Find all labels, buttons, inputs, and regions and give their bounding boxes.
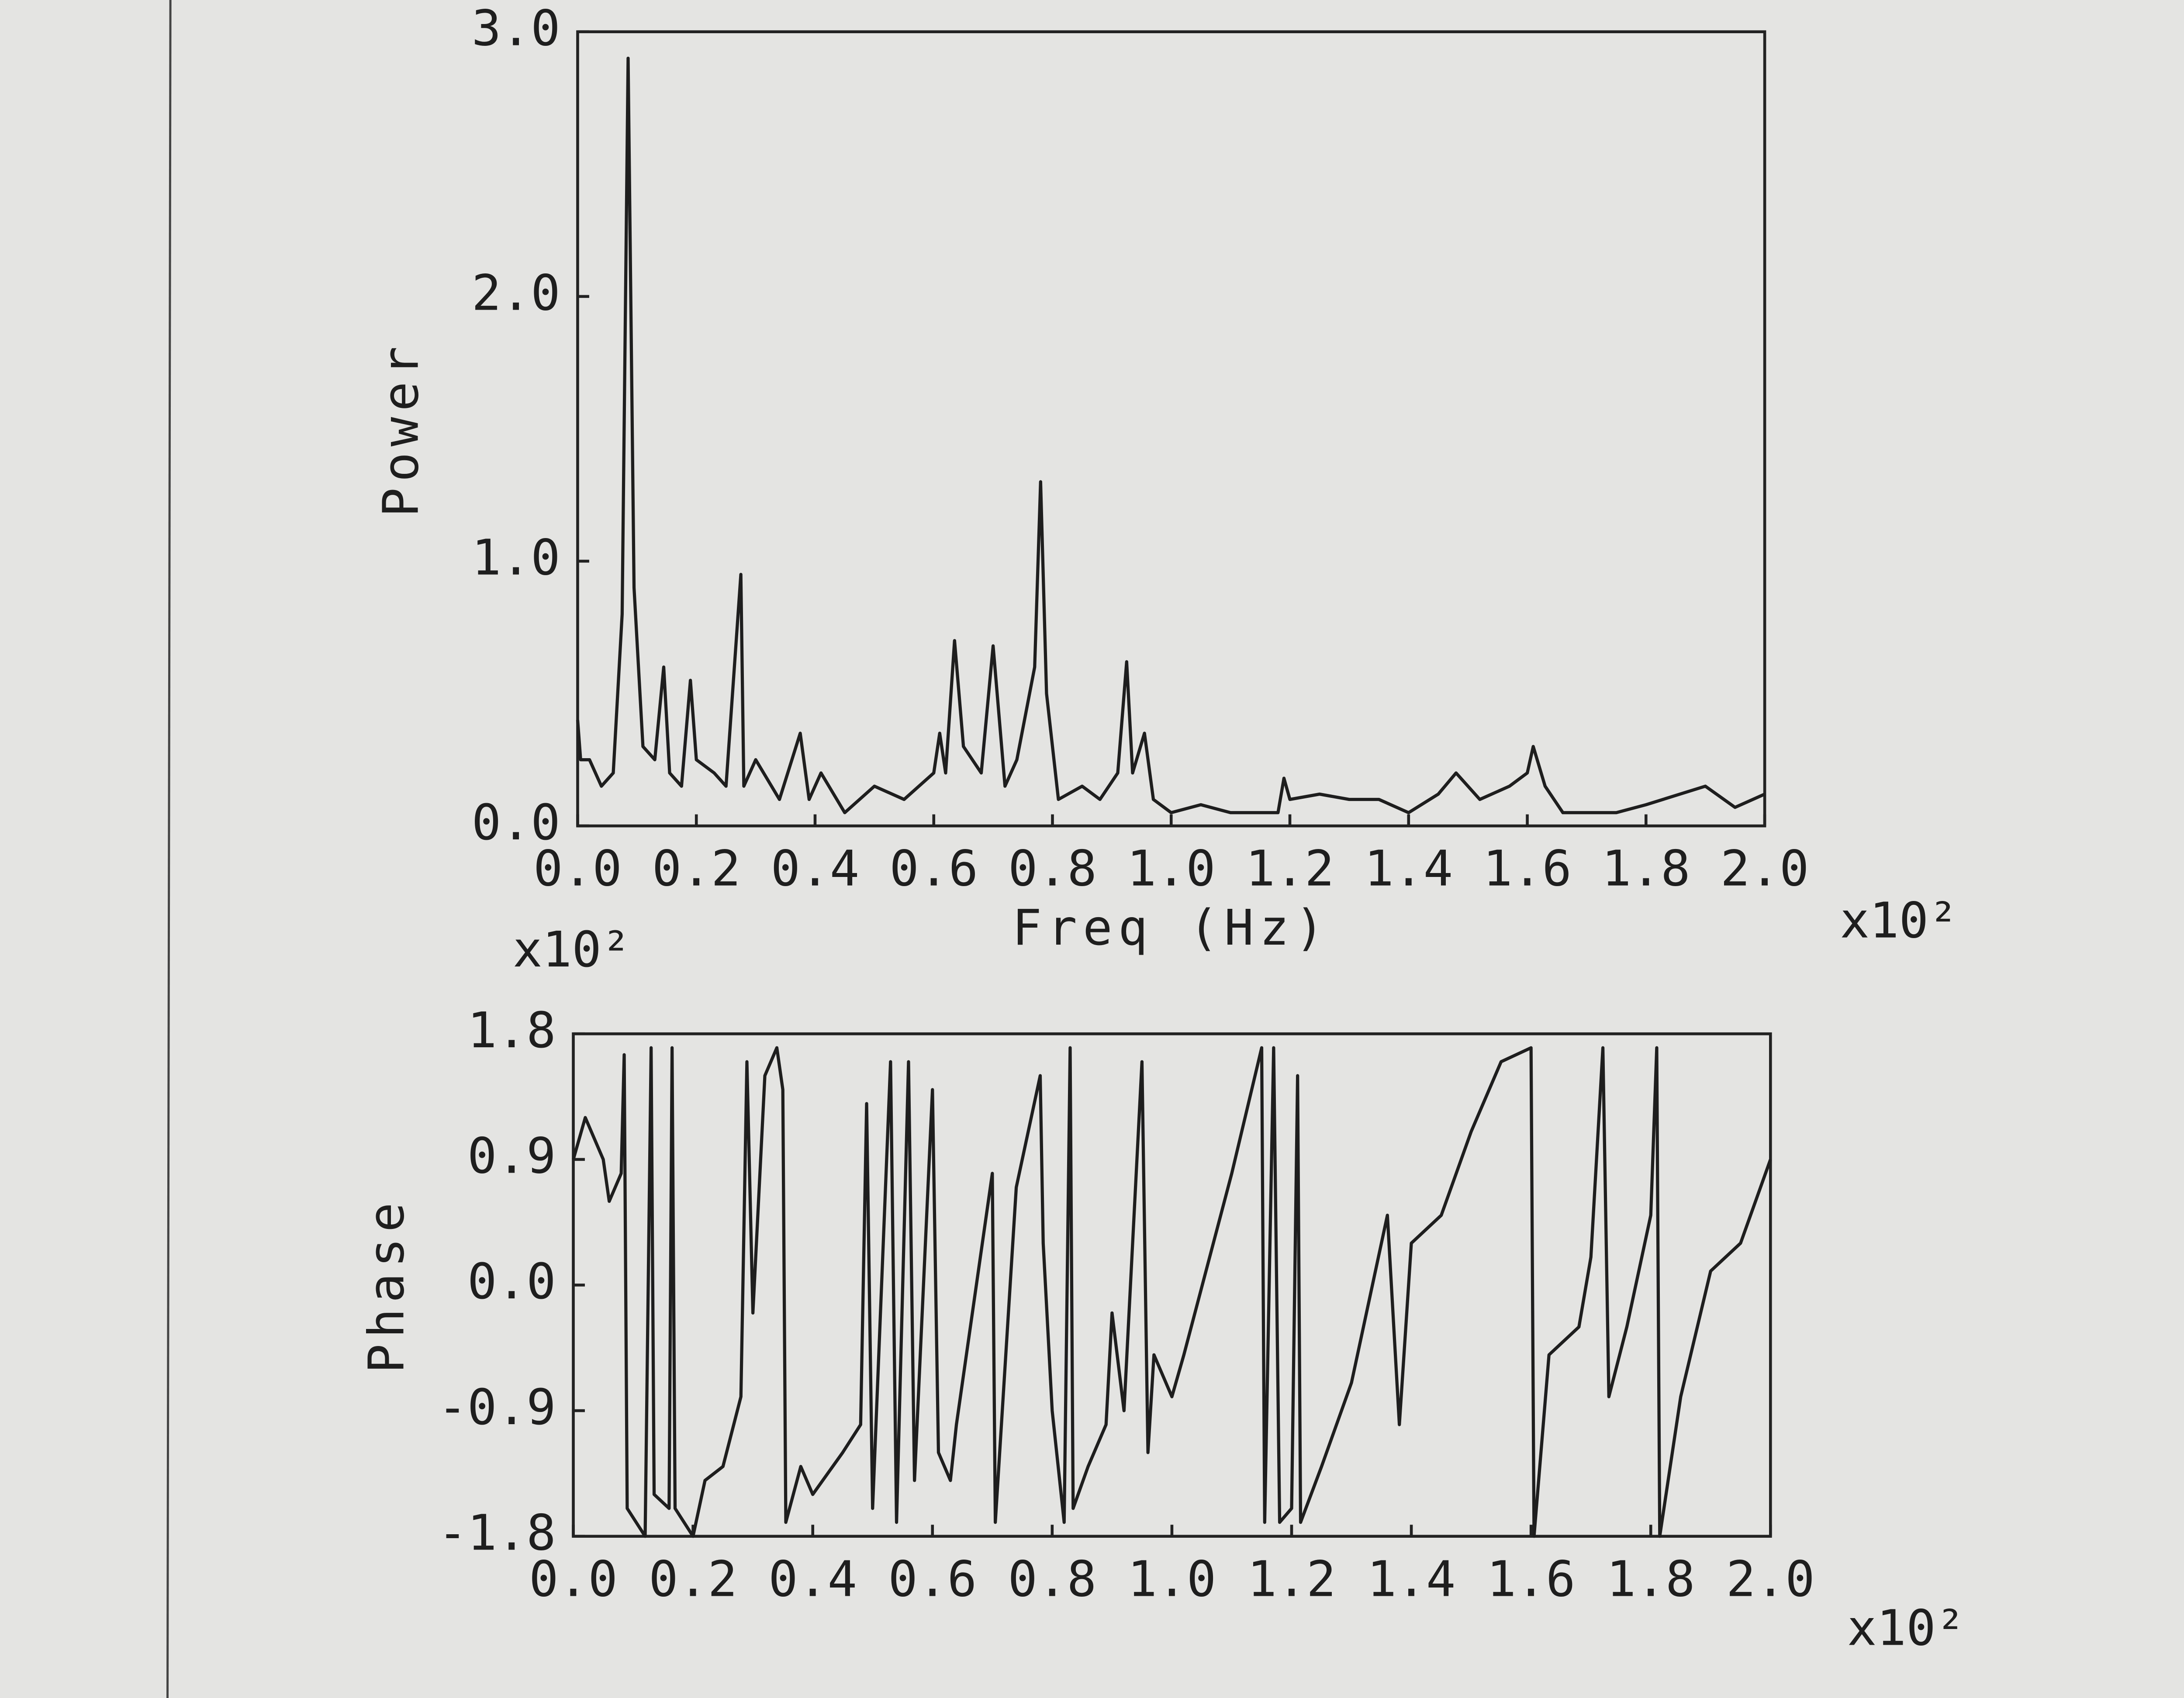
y-axis-label: Phase: [358, 1197, 415, 1373]
x-tick-label: 0.6: [889, 840, 978, 897]
x-axis-label: Freq (Hz): [1012, 899, 1330, 956]
y-tick-label: 3.0: [472, 0, 560, 57]
x-tick-label: 0.4: [768, 1550, 857, 1608]
x-tick-label: 1.6: [1487, 1550, 1576, 1608]
data-line: [572, 1046, 1772, 1538]
x-tick-label: 1.8: [1602, 840, 1690, 897]
x-tick-label: 1.4: [1367, 1550, 1456, 1608]
page-edge: [166, 0, 172, 1698]
x-tick-label: 1.2: [1247, 1550, 1336, 1608]
y-tick-label: -0.9: [438, 1379, 556, 1436]
x-tick-label: 2.0: [1721, 840, 1809, 897]
data-line: [576, 56, 1766, 814]
x-tick-label: 1.6: [1483, 840, 1572, 897]
x-tick-label: 1.4: [1364, 840, 1453, 897]
x-tick-label: 1.0: [1127, 1550, 1216, 1608]
y-tick-label: 1.8: [467, 1002, 556, 1059]
axis-multiplier: x10²: [513, 921, 631, 978]
y-tick-label: 1.0: [472, 529, 560, 587]
axis-multiplier: x10²: [1847, 1600, 1966, 1657]
x-tick-label: 0.2: [649, 1550, 737, 1608]
x-tick-label: 0.0: [529, 1550, 618, 1608]
x-tick-label: 1.2: [1246, 840, 1334, 897]
x-tick-label: 0.4: [771, 840, 859, 897]
y-tick-label: 0.0: [467, 1253, 556, 1310]
x-tick-label: 0.8: [1008, 1550, 1096, 1608]
x-tick-label: 0.2: [652, 840, 741, 897]
y-tick-label: 0.0: [472, 794, 560, 851]
x-tick-label: 1.8: [1607, 1550, 1695, 1608]
x-tick-label: 0.6: [888, 1550, 977, 1608]
axis-multiplier: x10²: [1840, 892, 1958, 949]
x-tick-label: 2.0: [1726, 1550, 1815, 1608]
x-tick-label: 0.8: [1008, 840, 1097, 897]
x-tick-label: 0.0: [533, 840, 622, 897]
y-tick-label: 0.9: [467, 1128, 556, 1185]
x-tick-label: 1.0: [1127, 840, 1216, 897]
y-tick-label: 2.0: [472, 265, 560, 322]
y-tick-label: -1.8: [438, 1504, 556, 1561]
y-axis-label: Power: [372, 341, 429, 517]
